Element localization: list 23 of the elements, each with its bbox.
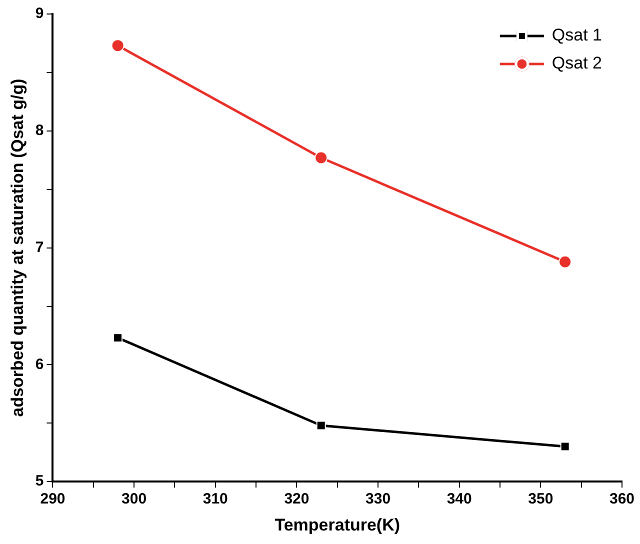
x-tick-label: 340 [446,490,472,508]
point [113,333,123,343]
x-tick-label: 360 [609,490,635,508]
x-tick-label: 350 [528,490,554,508]
x-axis-title: Temperature(K) [274,515,400,534]
y-tick-label: 8 [35,122,44,140]
point [560,442,570,452]
x-tick-label: 310 [202,490,228,508]
legend-label: Qsat 1 [552,26,602,45]
legend-label: Qsat 2 [552,54,602,73]
point [314,151,328,164]
y-tick-label: 5 [35,472,44,490]
y-tick-label: 9 [35,5,44,22]
y-axis-title: adsorbed quantity at saturation (Qsat g/g) [8,78,27,417]
x-tick-label: 300 [122,490,147,508]
point [111,39,124,52]
x-tick-label: 290 [40,490,66,508]
point [316,420,326,430]
y-tick-label: 6 [35,356,44,373]
point [558,255,572,268]
x-tick-label: 320 [284,490,310,508]
y-tick-label: 7 [35,238,44,256]
x-tick-label: 330 [366,490,391,508]
